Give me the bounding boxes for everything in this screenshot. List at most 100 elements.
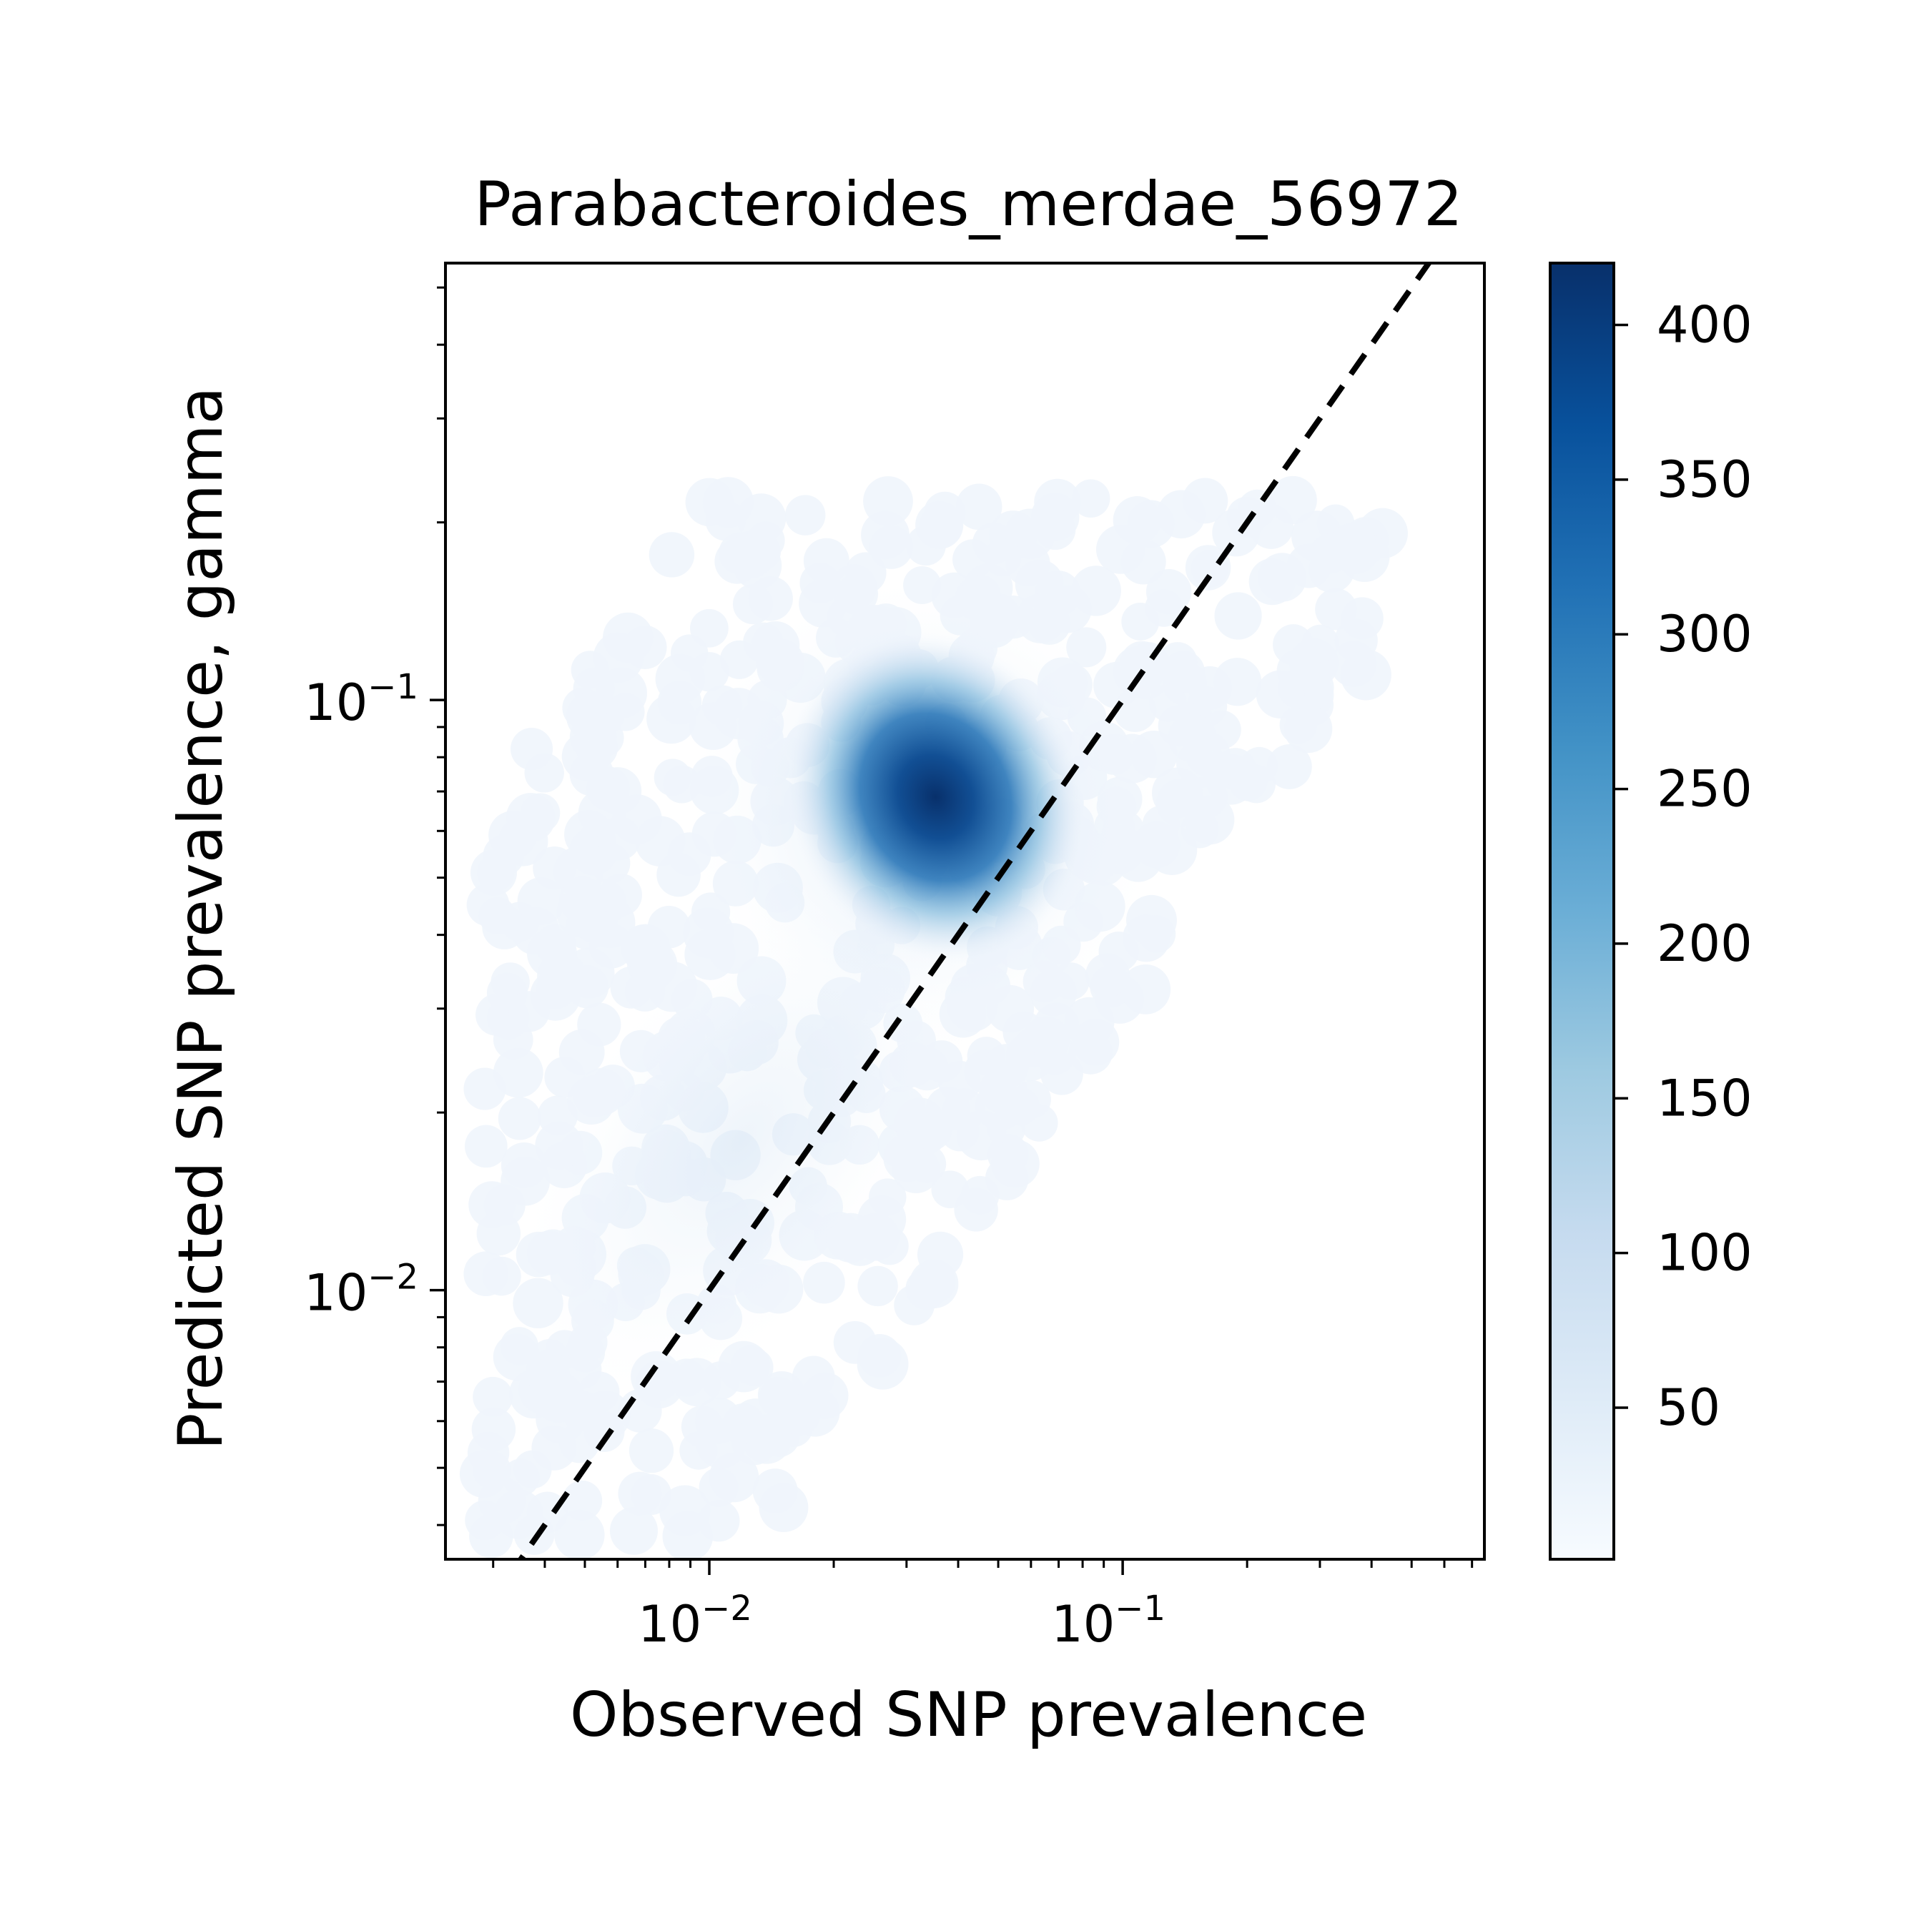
colorbar-tick-label: 350	[1657, 450, 1753, 509]
cloud-point	[1340, 649, 1391, 701]
cloud-point	[960, 1175, 1000, 1215]
cloud-point	[1071, 479, 1110, 518]
cloud-point	[1256, 670, 1305, 718]
plot-frame	[444, 262, 1486, 1561]
cloud-point	[1145, 569, 1192, 615]
cloud-point	[857, 1338, 909, 1390]
cloud-point	[1315, 588, 1357, 631]
cloud-point	[857, 1265, 898, 1307]
chart-title: Parabacteroides_merdae_56972	[474, 169, 1463, 240]
x-axis-label: Observed SNP prevalence	[570, 1679, 1367, 1751]
cloud-point	[792, 1355, 835, 1399]
cloud-point	[956, 1110, 1007, 1161]
cloud-point	[915, 500, 964, 550]
x-axis: 10−2 10−1	[492, 1559, 1474, 1654]
cloud-point	[1248, 504, 1293, 549]
colorbar-ticks: 50 100 150 200 250 300 350 400	[1614, 296, 1753, 1437]
cloud-point	[984, 1044, 1029, 1089]
cloud-point	[1286, 543, 1331, 588]
colorbar-tick-label: 300	[1657, 605, 1753, 663]
cloud-point	[544, 1057, 586, 1098]
colorbar-tick-label: 100	[1657, 1224, 1753, 1283]
y-tick-label: 10−2	[304, 1258, 418, 1323]
cloud-point	[1237, 764, 1276, 804]
cloud-point	[695, 1397, 742, 1444]
cloud-point	[561, 1480, 603, 1521]
cloud-point	[991, 1139, 1040, 1188]
cloud-point	[654, 759, 691, 796]
y-axis-label: Predicted SNP prevalence, gamma	[165, 387, 237, 1450]
cloud-point	[618, 1471, 662, 1516]
cloud-point	[690, 608, 729, 648]
cloud-point	[784, 495, 826, 535]
cloud-point	[803, 538, 849, 584]
cloud-point	[475, 994, 518, 1036]
cloud-point	[1149, 683, 1187, 722]
cloud-point	[863, 476, 913, 526]
cloud-point	[488, 811, 537, 860]
colorbar-gradient	[1549, 262, 1615, 1561]
cloud-point	[511, 728, 553, 771]
cloud-point	[556, 888, 606, 938]
cloud-point	[588, 923, 634, 969]
cloud-point	[1266, 744, 1312, 789]
cloud-point	[554, 1509, 605, 1559]
cloud-point	[517, 877, 566, 925]
colorbar-tick-label: 200	[1657, 914, 1753, 973]
cloud-point	[1096, 525, 1145, 574]
cloud-point	[609, 1506, 659, 1555]
colorbar-tick-label: 400	[1657, 296, 1753, 355]
cloud-point	[952, 539, 993, 580]
cloud-point	[599, 873, 642, 917]
cloud-point	[647, 905, 691, 949]
cloud-point	[1156, 779, 1205, 828]
y-tick-label: 10−1	[304, 667, 418, 732]
cloud-point	[463, 1251, 508, 1296]
colorbar-tick-label: 50	[1657, 1378, 1720, 1437]
cloud-point	[459, 1450, 508, 1498]
cloud-point	[1214, 592, 1262, 640]
cloud-point	[1157, 490, 1206, 539]
cloud-point	[698, 1500, 740, 1542]
colorbar-tick-label: 150	[1657, 1069, 1753, 1127]
cloud-point	[606, 693, 645, 731]
cloud-point	[931, 1170, 970, 1209]
cloud-point	[655, 653, 706, 704]
cloud-point	[869, 525, 914, 569]
cloud-point	[493, 1047, 543, 1098]
cloud-point	[1283, 704, 1333, 754]
cloud-point	[1334, 618, 1378, 662]
cloud-point	[513, 1514, 555, 1555]
x-tick-label: 10−1	[1051, 1589, 1165, 1654]
cloud-point	[498, 1097, 541, 1140]
cloud-point	[531, 1425, 577, 1471]
cloud-point	[746, 521, 785, 560]
cloud-point	[1158, 642, 1198, 682]
cloud-point	[590, 843, 631, 884]
cloud-point	[566, 691, 616, 741]
x-tick-label: 10−2	[638, 1589, 752, 1654]
cloud-point	[473, 1376, 513, 1417]
plot-area	[459, 263, 1433, 1559]
cloud-point	[649, 532, 695, 578]
cloud-point	[593, 632, 644, 683]
cloud-point	[748, 576, 793, 621]
cloud-point	[1329, 523, 1376, 570]
cloud-point	[870, 1227, 909, 1265]
density-core	[784, 629, 1088, 965]
cloud-point	[1168, 713, 1217, 762]
cloud-point	[464, 1125, 508, 1168]
cloud-point	[909, 1259, 959, 1309]
cloud-point	[759, 1376, 799, 1416]
reference-line	[517, 263, 1433, 1559]
cloud-point	[537, 951, 587, 1001]
y-axis: 10−2 10−1	[304, 286, 445, 1526]
density-peak	[686, 576, 1159, 1049]
colorbar: 50 100 150 200 250 300 350 400	[1549, 262, 1753, 1561]
colorbar-tick-label: 250	[1657, 760, 1753, 819]
cloud-point	[1127, 642, 1170, 684]
cloud-point	[580, 1390, 631, 1441]
cloud-point	[477, 854, 515, 892]
cloud-point	[476, 1211, 521, 1256]
